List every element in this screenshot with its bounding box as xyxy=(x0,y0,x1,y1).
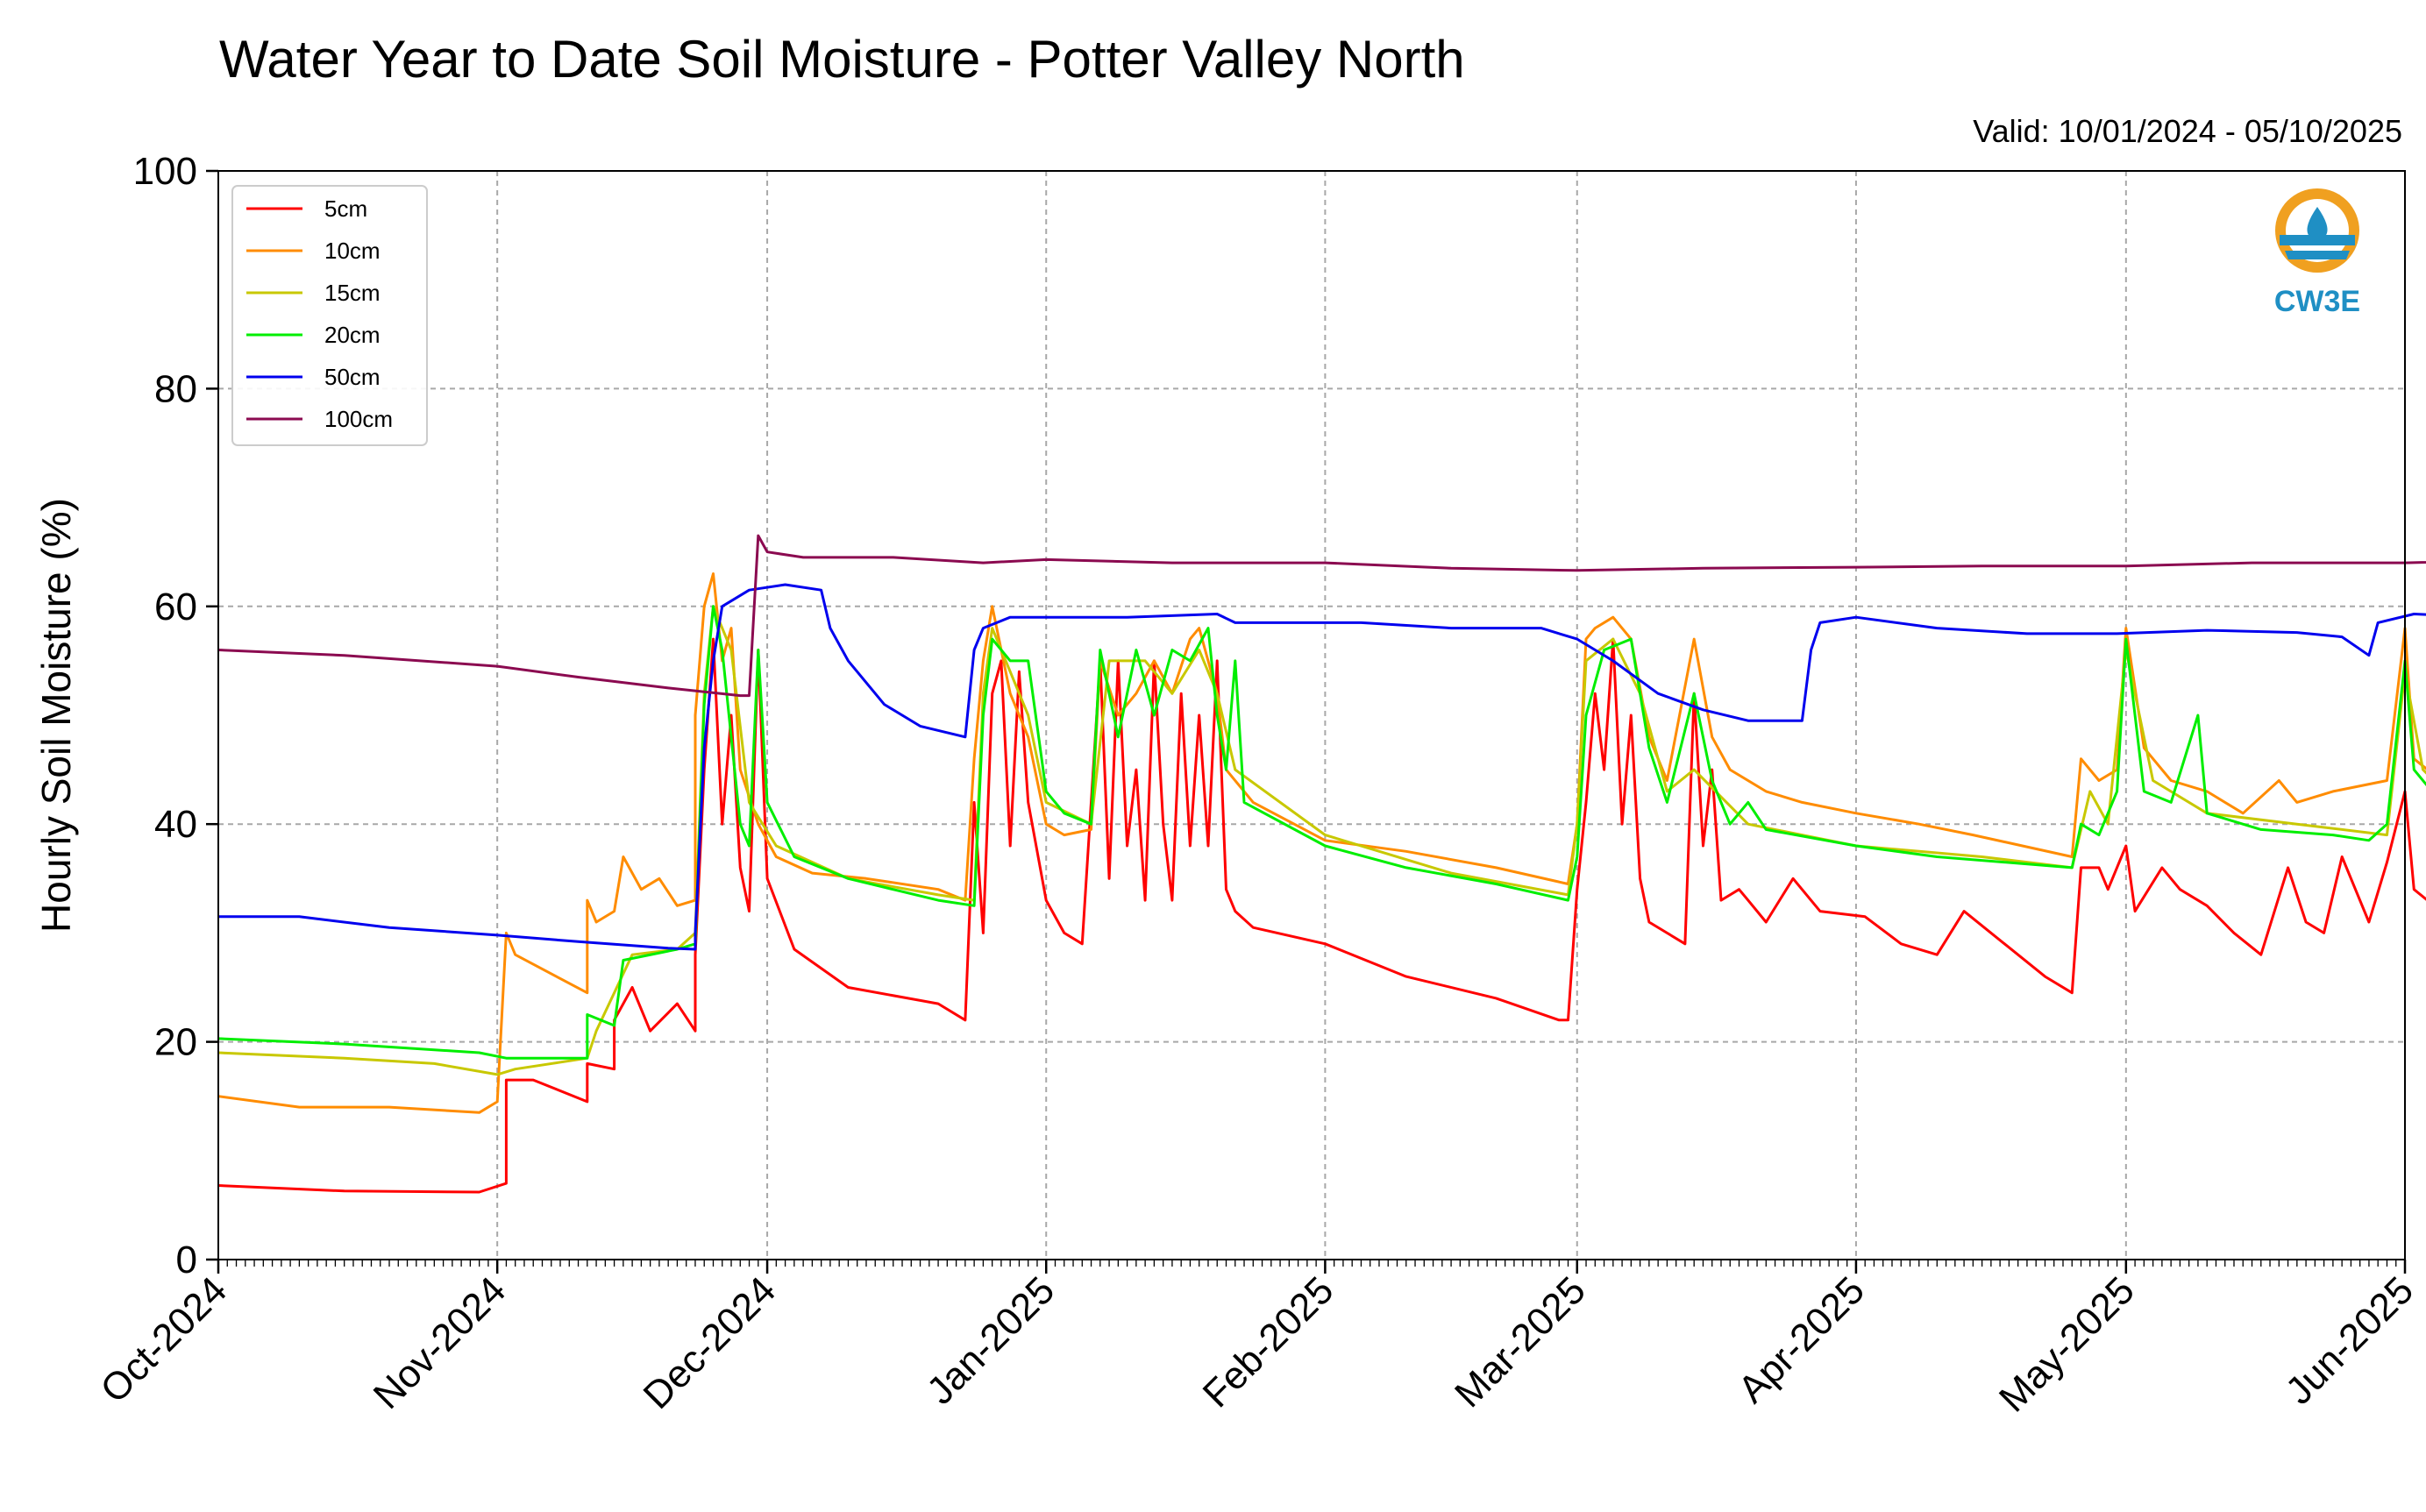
legend-entry: 15cm xyxy=(324,280,381,306)
y-tick-label: 60 xyxy=(154,586,197,628)
plot-frame xyxy=(217,170,2406,1260)
logo-wave-icon xyxy=(2285,251,2350,259)
legend-entry: 100cm xyxy=(324,406,393,432)
series-line-15cm xyxy=(217,605,2426,1076)
legend-entry: 20cm xyxy=(324,322,381,348)
legend-entry: 50cm xyxy=(324,364,381,390)
series-line-50cm xyxy=(218,583,2426,951)
valid-date-range: Valid: 10/01/2024 - 05/10/2025 xyxy=(1973,113,2402,149)
x-tick-label: Dec-2024 xyxy=(636,1268,785,1417)
logo-drop-icon xyxy=(2307,207,2328,242)
cw3e-logo: CW3E xyxy=(2274,188,2360,318)
x-tick-label: Apr-2025 xyxy=(1730,1268,1873,1411)
y-axis: 0 20 40 60 80 100 xyxy=(133,150,218,1281)
x-tick-label: Oct-2024 xyxy=(92,1268,235,1411)
legend: 5cm 10cm 15cm 20cm 50cm 100cm xyxy=(231,185,428,446)
series-line-100cm xyxy=(217,534,2426,698)
legend-entry: 5cm xyxy=(324,195,367,222)
y-tick-label: 40 xyxy=(154,803,197,846)
x-tick-label: May-2025 xyxy=(1991,1268,2143,1420)
x-tick-label: Nov-2024 xyxy=(366,1268,515,1417)
series-line-20cm xyxy=(217,605,2426,1060)
y-axis-label: Hourly Soil Moisture (%) xyxy=(33,498,79,933)
grid-lines xyxy=(218,171,2405,1260)
x-tick-label: Mar-2025 xyxy=(1447,1268,1594,1416)
x-tick-label: Jun-2025 xyxy=(2278,1268,2422,1412)
x-tick-label: Feb-2025 xyxy=(1195,1268,1342,1416)
y-tick-label: 80 xyxy=(154,367,197,410)
y-tick-label: 20 xyxy=(154,1021,197,1064)
x-axis: Oct-2024 Nov-2024 Dec-2024 Jan-2025 Feb-2025… xyxy=(92,1260,2422,1420)
y-tick-label: 100 xyxy=(133,150,197,193)
logo-text: CW3E xyxy=(2274,285,2360,318)
chart-title: Water Year to Date Soil Moisture - Potte… xyxy=(219,30,1465,89)
data-series xyxy=(217,534,2426,1194)
series-line-5cm xyxy=(217,637,2426,1194)
x-tick-label: Jan-2025 xyxy=(919,1268,1063,1412)
legend-entry: 10cm xyxy=(324,238,381,264)
y-tick-label: 0 xyxy=(176,1239,197,1281)
series-line-10cm xyxy=(217,572,2426,1114)
